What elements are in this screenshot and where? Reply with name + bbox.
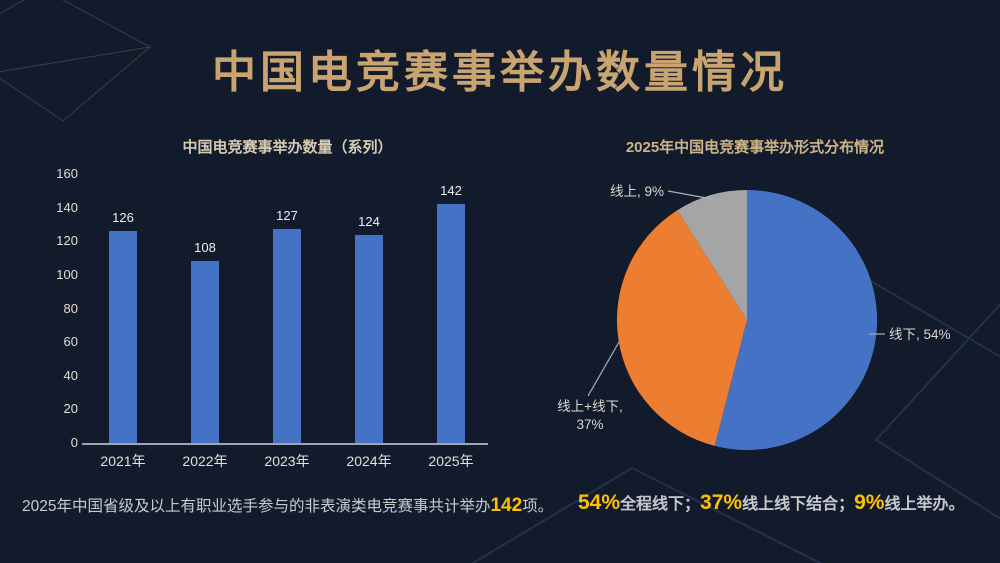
- bar-2024年: [355, 234, 383, 443]
- x-axis-line: [82, 443, 488, 445]
- bar-value-label: 108: [194, 240, 216, 256]
- x-axis-category-label: 2024年: [346, 453, 392, 469]
- page-title: 中国电竞赛事举办数量情况: [212, 48, 788, 97]
- x-axis-category-label: 2021年: [100, 453, 146, 469]
- bar-value-label: 142: [440, 183, 462, 199]
- footnote-right-highlight: 54%: [578, 491, 621, 514]
- footnote-left: 2025年中国省级及以上有职业选手参与的非表演类电竞赛事共计举办142项。: [22, 494, 553, 517]
- footnote-right: 54%全程线下；37%线上线下结合；9%线上举办。: [578, 490, 964, 515]
- pie-slice-线上+线下: [616, 210, 747, 446]
- x-axis-category-label: 2025年: [428, 453, 474, 469]
- y-axis-tick-label: 120: [56, 233, 78, 249]
- y-axis-tick-label: 0: [70, 435, 78, 450]
- x-axis-category-label: 2023年: [264, 453, 310, 469]
- x-axis-category-label: 2022年: [182, 453, 228, 469]
- pie-chart-panel: 2025年中国电竞赛事举办形式分布情况 线下, 54% 线上+线下, 37% 线上, …: [520, 130, 990, 510]
- bar-value-label: 127: [276, 208, 298, 224]
- pie-label-线上+线下: 线上+线下, 37%: [557, 399, 623, 432]
- footnote-left-suffix: 项。: [522, 498, 554, 515]
- y-axis-tick-label: 60: [63, 334, 78, 350]
- y-axis-tick-label: 140: [56, 199, 78, 215]
- bar-value-label: 124: [358, 213, 380, 229]
- bar-2021年: [109, 231, 137, 443]
- y-axis-tick-label: 20: [63, 401, 78, 417]
- footnote-right-highlight: 9%: [854, 491, 885, 514]
- bar-2025年: [437, 204, 465, 443]
- pie-label-线下: 线下, 54%: [889, 327, 951, 342]
- pie-label-线上: 线上, 9%: [610, 184, 664, 199]
- pie-leader-line: [587, 341, 620, 397]
- bar-chart-title: 中国电竞赛事举办数量（系列）: [182, 139, 393, 156]
- pie-chart-title: 2025年中国电竞赛事举办形式分布情况: [625, 139, 885, 156]
- bar-plot-area: 0 20 40 60 80 100 120 140 160 126 2021年 108 2022年 127…: [32, 130, 502, 490]
- footnote-right-text: 全程线下；: [620, 496, 701, 513]
- footnote-left-prefix: 2025年中国省级及以上有职业选手参与的非表演类电竞赛事共计举办: [22, 498, 491, 515]
- footnote-right-text: 线上线下结合；: [742, 496, 855, 513]
- bar-value-label: 126: [112, 210, 134, 226]
- y-axis-tick-label: 40: [63, 367, 78, 383]
- footnote-right-text: 线上举办。: [884, 496, 965, 513]
- pie-slice-线上: [677, 189, 747, 320]
- decor-gold-mesh: [0, 0, 152, 122]
- pie-leader-line: [667, 190, 713, 200]
- y-axis-tick-label: 160: [56, 166, 78, 181]
- bar-2023年: [273, 229, 301, 443]
- footnote-right-highlight: 37%: [700, 491, 743, 514]
- y-axis-tick-label: 100: [56, 266, 78, 282]
- footnote-left-highlight: 142: [490, 495, 523, 516]
- bar-2022年: [191, 261, 219, 443]
- y-axis-tick-label: 80: [63, 300, 78, 316]
- pie-slice-线下: [714, 189, 878, 450]
- bar-chart-panel: 中国电竞赛事举办数量（系列） 0 20 40 60 80 100 120 140 160 126 2…: [32, 130, 502, 490]
- pie-chart: 线下, 54% 线上+线下, 37% 线上, 9%: [557, 184, 951, 450]
